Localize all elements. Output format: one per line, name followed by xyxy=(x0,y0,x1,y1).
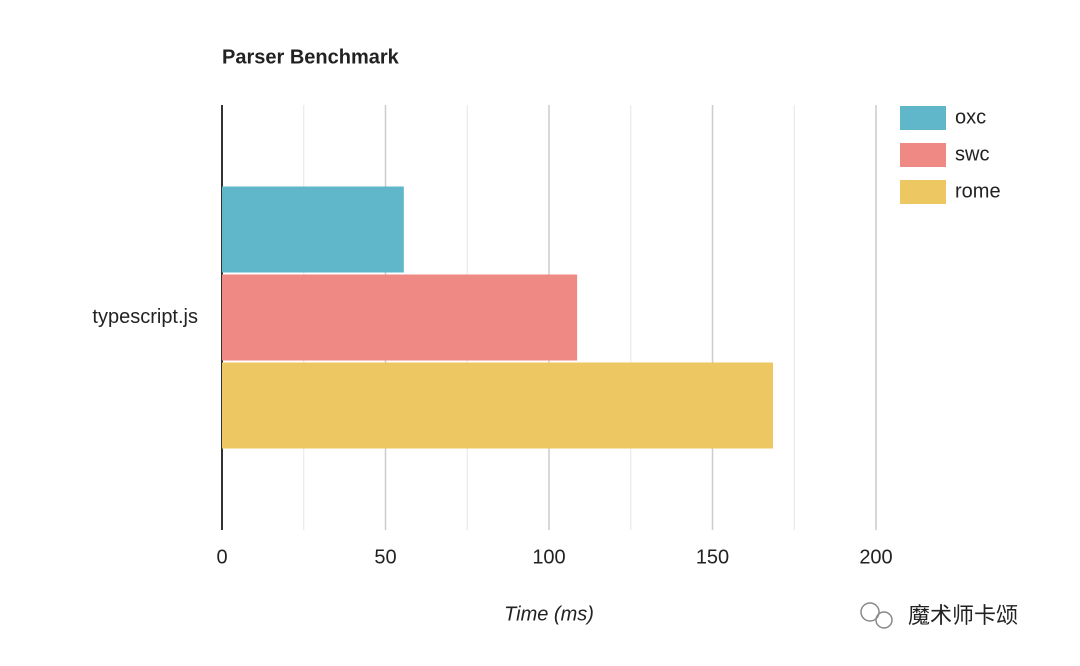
x-tick-label: 50 xyxy=(374,546,396,568)
y-tick-label: typescript.js xyxy=(92,306,198,328)
legend-label: swc xyxy=(955,143,989,165)
chart-title: Parser Benchmark xyxy=(222,46,400,68)
x-axis-label: Time (ms) xyxy=(504,603,594,625)
x-tick-label: 200 xyxy=(859,546,892,568)
x-tick-label: 150 xyxy=(696,546,729,568)
x-tick-label: 100 xyxy=(532,546,565,568)
x-tick-label: 0 xyxy=(216,546,227,568)
watermark-icon xyxy=(860,602,893,629)
bar xyxy=(222,362,773,449)
legend-label: rome xyxy=(955,180,1001,202)
bar xyxy=(222,186,404,273)
legend-swatch xyxy=(900,143,946,167)
bar xyxy=(222,274,578,361)
watermark: 魔术师卡颂 xyxy=(908,603,1018,628)
legend-label: oxc xyxy=(955,106,986,128)
legend-swatch xyxy=(900,106,946,130)
legend-swatch xyxy=(900,180,946,204)
